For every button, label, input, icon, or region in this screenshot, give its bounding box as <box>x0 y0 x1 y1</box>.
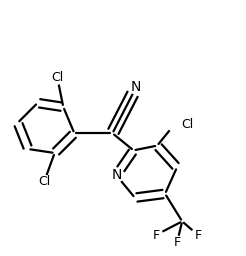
Circle shape <box>191 228 205 242</box>
Circle shape <box>170 236 184 250</box>
Circle shape <box>50 71 64 84</box>
Circle shape <box>168 118 181 131</box>
Circle shape <box>110 169 123 182</box>
Circle shape <box>149 228 163 242</box>
Text: F: F <box>194 229 201 242</box>
Circle shape <box>129 81 143 94</box>
Text: Cl: Cl <box>51 71 63 84</box>
Text: Cl: Cl <box>38 175 50 188</box>
Text: N: N <box>111 168 122 182</box>
Circle shape <box>37 175 51 189</box>
Text: N: N <box>131 80 141 94</box>
Text: F: F <box>173 237 181 249</box>
Text: F: F <box>152 229 159 242</box>
Text: Cl: Cl <box>182 118 194 131</box>
